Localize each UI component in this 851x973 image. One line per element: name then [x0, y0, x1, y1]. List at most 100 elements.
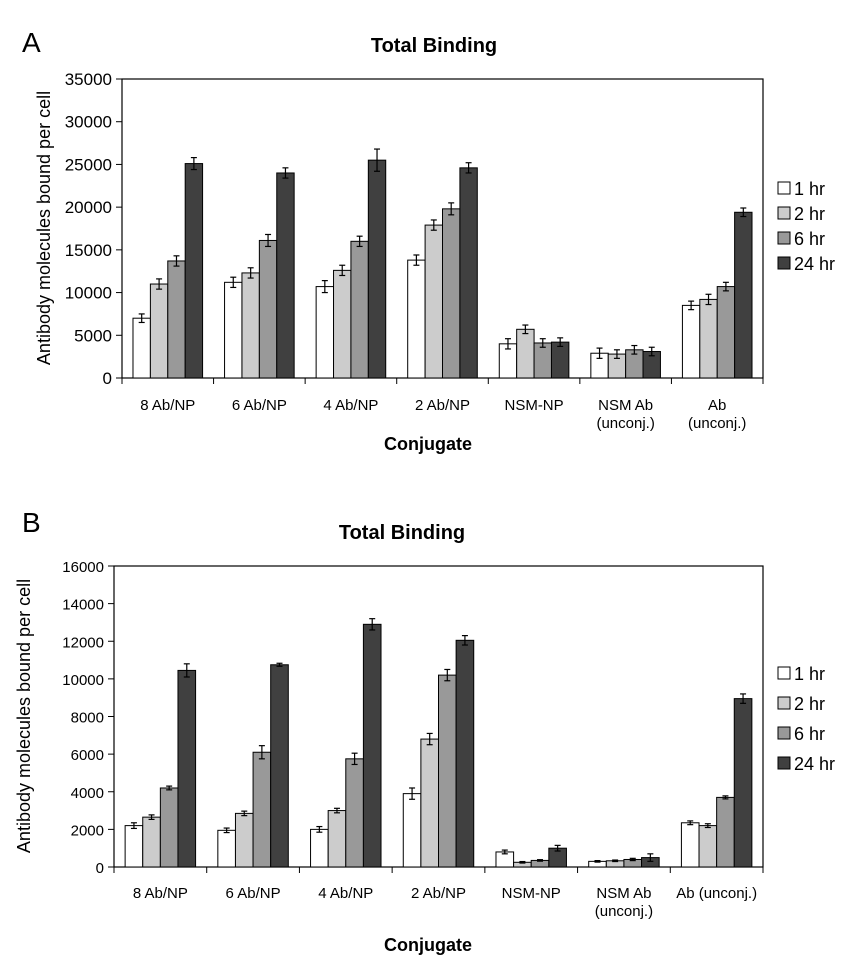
- bar: [184, 163, 204, 379]
- chart-panel-b: B Total Binding 0 2000 4000 6000 8000 10000 1200…: [14, 507, 835, 955]
- y-tick-label: 10000: [62, 672, 104, 689]
- legend-swatch: [777, 726, 791, 740]
- y-axis-title: Antibody molecules bound per cell: [34, 91, 54, 365]
- y-tick-label: 0: [96, 860, 104, 877]
- bar: [310, 828, 329, 868]
- bar: [124, 825, 144, 868]
- x-tick-label: 2 Ab/NP: [411, 885, 466, 902]
- x-tick-label: 4 Ab/NP: [318, 885, 373, 902]
- bar: [442, 208, 461, 379]
- y-tick-label: 20000: [65, 198, 112, 217]
- y-tick-label: 6000: [71, 747, 104, 764]
- bar: [716, 286, 736, 379]
- y-tick-label: 0: [103, 369, 112, 388]
- y-tick-label: 5000: [74, 326, 112, 345]
- bar: [132, 317, 151, 379]
- bar: [167, 260, 186, 379]
- bar: [345, 758, 364, 868]
- panel-letter: A: [22, 27, 41, 58]
- bar: [681, 304, 701, 379]
- chart-panel-a: A Total Binding 0 5000 10000 15000 20000 25000 3…: [22, 27, 835, 454]
- bar: [550, 341, 570, 379]
- bar: [424, 224, 444, 379]
- bar: [698, 825, 718, 868]
- chart-title: Total Binding: [339, 522, 465, 544]
- bar: [533, 342, 552, 379]
- bar: [315, 286, 335, 379]
- bar: [699, 298, 718, 379]
- bar: [327, 810, 347, 868]
- x-tick-label: NSM-NP: [504, 397, 563, 414]
- bar: [438, 674, 457, 868]
- bar: [459, 167, 478, 379]
- y-tick-label: 30000: [65, 113, 112, 132]
- bar: [350, 240, 369, 379]
- x-axis-title: Conjugate: [384, 434, 472, 454]
- y-tick-label: 25000: [65, 155, 112, 174]
- x-axis-title: Conjugate: [384, 935, 472, 955]
- legend-label: 1 hr: [794, 179, 825, 199]
- bar: [734, 211, 753, 379]
- y-tick-label: 35000: [65, 70, 112, 89]
- chart-title: Total Binding: [371, 35, 497, 57]
- bar: [270, 664, 289, 868]
- bar: [680, 822, 700, 868]
- x-tick-label: 6 Ab/NP: [232, 397, 287, 414]
- y-tick-label: 14000: [62, 597, 104, 614]
- bar: [367, 159, 387, 379]
- bar: [252, 751, 272, 868]
- bar: [716, 796, 735, 868]
- legend-label: 2 hr: [794, 694, 825, 714]
- x-tick-label: 4 Ab/NP: [323, 397, 378, 414]
- legend-label: 6 hr: [794, 229, 825, 249]
- bar: [159, 787, 179, 868]
- y-tick-label: 16000: [62, 559, 104, 576]
- y-tick-label: 4000: [71, 785, 104, 802]
- bar: [420, 738, 439, 868]
- bar: [407, 259, 426, 379]
- bar: [362, 623, 382, 868]
- bar: [516, 328, 535, 379]
- x-tick-label: Ab (unconj.): [676, 885, 757, 902]
- bar: [142, 816, 161, 868]
- bar: [149, 283, 169, 379]
- legend-swatch: [777, 756, 791, 770]
- bar: [217, 829, 236, 868]
- legend-swatch: [777, 256, 791, 270]
- legend-swatch: [777, 231, 791, 245]
- legend-swatch: [777, 666, 791, 680]
- legend-swatch: [777, 181, 791, 195]
- x-tick-label: 2 Ab/NP: [415, 397, 470, 414]
- panel-letter: B: [22, 507, 41, 538]
- x-tick-label: Ab (unconj.): [688, 397, 746, 432]
- legend-label: 6 hr: [794, 724, 825, 744]
- x-tick-label: NSM Ab (unconj.): [596, 397, 654, 432]
- legend-label: 2 hr: [794, 204, 825, 224]
- bar: [177, 669, 197, 868]
- legend-swatch: [777, 696, 791, 710]
- legend-swatch: [777, 206, 791, 220]
- bar: [234, 812, 254, 868]
- y-axis-title: Antibody molecules bound per cell: [14, 579, 34, 853]
- x-tick-label: 6 Ab/NP: [226, 885, 281, 902]
- bar: [455, 639, 475, 868]
- y-tick-label: 15000: [65, 241, 112, 260]
- bar: [241, 272, 260, 379]
- x-tick-label: 8 Ab/NP: [133, 885, 188, 902]
- bar: [402, 793, 422, 868]
- y-tick-label: 8000: [71, 710, 104, 727]
- x-tick-label: NSM Ab (unconj.): [595, 885, 653, 920]
- x-tick-label: 8 Ab/NP: [140, 397, 195, 414]
- legend-label: 24 hr: [794, 254, 835, 274]
- y-tick-label: 12000: [62, 634, 104, 651]
- bar: [733, 698, 753, 868]
- legend-label: 1 hr: [794, 664, 825, 684]
- legend-label: 24 hr: [794, 754, 835, 774]
- bar: [258, 239, 278, 379]
- y-tick-label: 10000: [65, 284, 112, 303]
- x-tick-label: NSM-NP: [502, 885, 561, 902]
- y-tick-label: 2000: [71, 822, 104, 839]
- bar: [276, 172, 295, 379]
- bar: [333, 269, 352, 379]
